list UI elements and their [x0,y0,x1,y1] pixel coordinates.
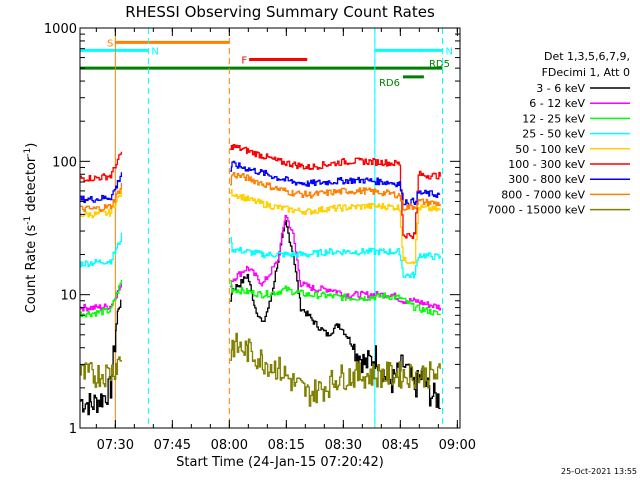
legend: Det 1,3,5,6,7,9, FDecimi 1, Att 0 3 - 6 … [487,50,630,217]
timestamp: 25-Oct-2021 13:55 [561,467,637,476]
x-tick-label: 09:00 [439,438,476,453]
series-line [80,160,441,206]
series-lines [80,144,442,416]
legend-entry-label: 12 - 25 keV [522,112,585,125]
legend-entry-label: 800 - 7000 keV [501,188,585,201]
legend-entry-label: 7000 - 15000 keV [487,204,585,217]
flag-label: N [446,46,453,57]
flag-label: S [107,38,113,49]
flag-bars: S N N F RD5 RD6 [80,38,453,89]
y-tick-label: 10 [60,289,77,304]
chart-title: RHESSI Observing Summary Count Rates [125,3,435,21]
y-axis-label: Count Rate (s-1 detector-1) [23,143,39,314]
x-tick-label: 07:30 [97,438,134,453]
series-line [80,144,441,239]
series-line [80,332,441,407]
x-tick-label: 08:15 [268,438,305,453]
x-tick-label: 07:45 [154,438,191,453]
y-tick-label: 100 [52,155,77,170]
x-tick-label: 08:30 [325,438,362,453]
plot-frame [79,27,461,429]
flag-label: RD5 [429,59,450,70]
flag-label: N [151,46,158,57]
x-tick-label: 08:00 [211,438,248,453]
legend-entry-label: 100 - 300 keV [508,158,585,171]
flag-label: RD6 [379,78,400,89]
y-axis-ticks: 1 10 100 1000 [44,22,460,437]
x-axis-ticks: 07:30 07:45 08:00 08:15 08:30 08:45 09:00 [95,28,476,453]
series-line [80,172,441,213]
y-tick-label: 1000 [44,22,77,37]
legend-entry-label: 50 - 100 keV [515,143,585,156]
legend-header-line-2: FDecimi 1, Att 0 [542,66,630,79]
flag-label: F [241,56,247,67]
legend-header-line-1: Det 1,3,5,6,7,9, [544,50,630,63]
legend-entry-label: 300 - 800 keV [508,173,585,186]
series-line [80,219,441,416]
legend-entry-label: 6 - 12 keV [529,97,585,110]
series-line [80,279,441,318]
series-line [80,232,441,279]
legend-entry-label: 3 - 6 keV [536,82,585,95]
x-tick-label: 08:45 [382,438,419,453]
legend-entry-label: 25 - 50 keV [522,128,585,141]
x-axis-label: Start Time (24-Jan-15 07:20:42) [176,455,384,470]
y-tick-label: 1 [69,422,77,437]
